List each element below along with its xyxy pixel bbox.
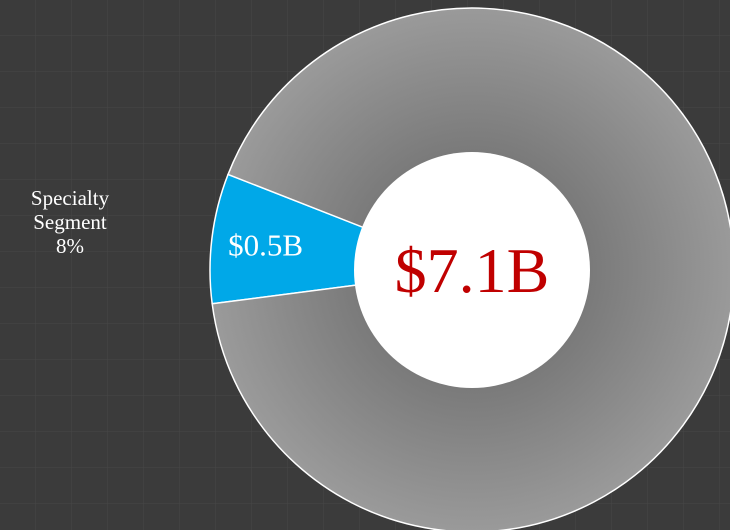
donut-hole <box>354 152 590 388</box>
percent-label: 8% <box>56 234 84 258</box>
segment-label: $0.5B <box>228 228 303 263</box>
category-label: Specialty Segment <box>30 186 110 234</box>
center-label: $7.1B <box>395 235 550 306</box>
category-label-block: Specialty Segment 8% <box>25 186 115 258</box>
